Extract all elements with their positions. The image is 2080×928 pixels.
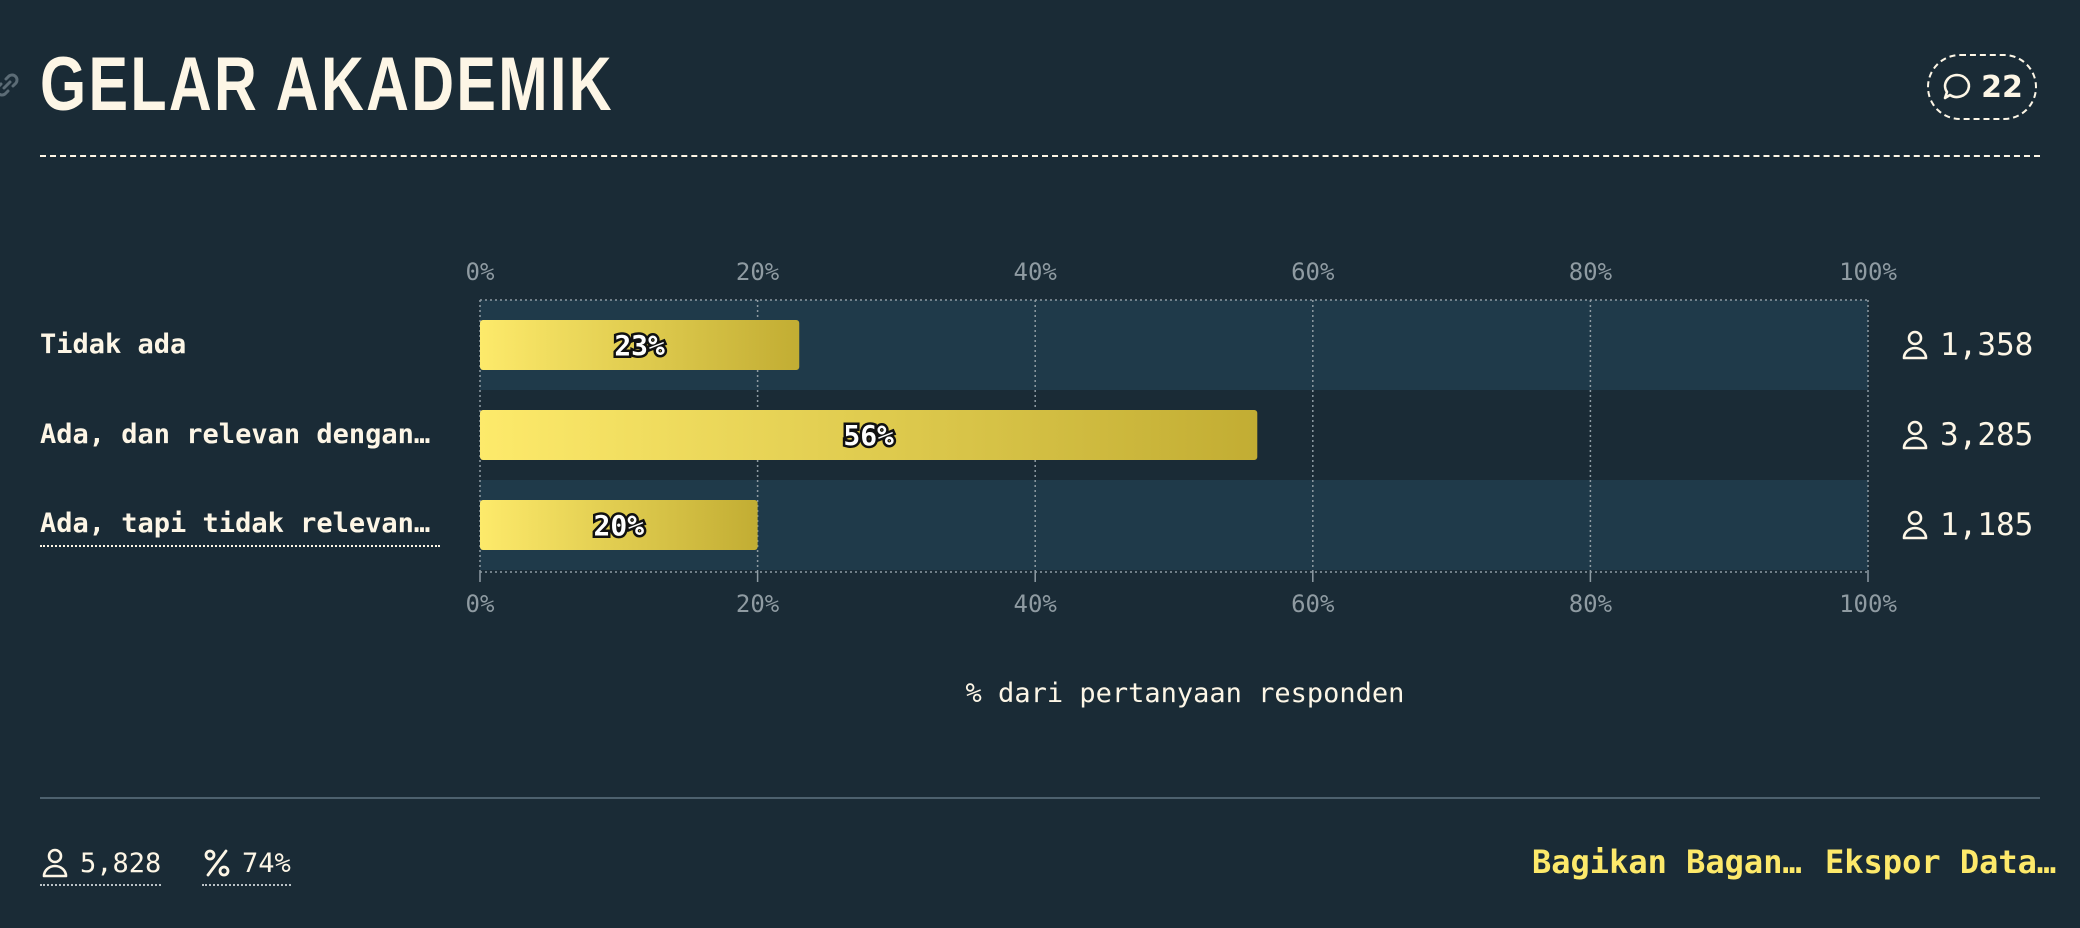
person-icon	[1902, 420, 1928, 450]
share-chart-button[interactable]: Bagikan Bagan…	[1532, 843, 1802, 881]
person-icon	[42, 848, 68, 878]
tick-label-top: 20%	[736, 258, 780, 286]
tick-label-bottom: 0%	[466, 590, 495, 618]
bar	[480, 500, 758, 550]
export-data-button[interactable]: Ekspor Data…	[1825, 843, 2057, 881]
tick-label-top: 0%	[466, 258, 495, 286]
link-icon[interactable]	[0, 70, 22, 100]
tick-label-top: 80%	[1569, 258, 1613, 286]
tick-label-top: 60%	[1291, 258, 1335, 286]
row-label-tidak-ada: Tidak ada	[40, 329, 187, 360]
header-divider	[40, 155, 2040, 157]
row-label-tidak-relevan[interactable]: Ada, tapi tidak relevan d…	[40, 505, 440, 547]
tick-label-bottom: 60%	[1291, 590, 1335, 618]
tick-label-bottom: 20%	[736, 590, 780, 618]
person-icon	[1902, 330, 1928, 360]
tick-label-top: 40%	[1014, 258, 1058, 286]
page-title: GELAR AKADEMIK	[40, 42, 614, 127]
comment-count: 22	[1981, 69, 2023, 105]
response-rate-value: 74%	[242, 847, 291, 879]
bar	[480, 410, 1258, 460]
total-respondents-value: 5,828	[80, 847, 162, 879]
count-value: 3,285	[1940, 417, 2034, 453]
row-count-tidak-ada: 1,358	[1900, 325, 2033, 365]
comments-button[interactable]: 22	[1927, 54, 2037, 120]
tick-label-bottom: 100%	[1839, 590, 1897, 618]
row-label-relevan: Ada, dan relevan dengan p…	[40, 419, 440, 450]
row-count-relevan: 3,285	[1900, 415, 2033, 455]
count-value: 1,358	[1940, 327, 2034, 363]
bar-value-label: 56%	[843, 419, 894, 452]
count-value: 1,185	[1940, 507, 2034, 543]
tick-label-bottom: 40%	[1014, 590, 1058, 618]
bar	[480, 320, 800, 370]
bar-value-label: 20%	[594, 509, 645, 542]
percent-icon	[204, 849, 230, 877]
bar-chart: 0% 0% 20% 20% 40% 40% 60% 60% 80% 80% 100% 100% 23% 5…	[466, 258, 1898, 618]
comment-icon	[1943, 73, 1971, 100]
row-count-tidak-relevan: 1,185	[1900, 505, 2033, 545]
person-icon	[1902, 510, 1928, 540]
response-rate[interactable]: 74%	[202, 842, 291, 886]
tick-label-bottom: 80%	[1569, 590, 1613, 618]
footer-divider	[40, 797, 2040, 799]
x-axis-label: % dari pertanyaan responden	[965, 678, 1405, 709]
tick-label-top: 100%	[1839, 258, 1897, 286]
total-respondents[interactable]: 5,828	[40, 842, 162, 886]
bar-value-label: 23%	[614, 329, 665, 362]
